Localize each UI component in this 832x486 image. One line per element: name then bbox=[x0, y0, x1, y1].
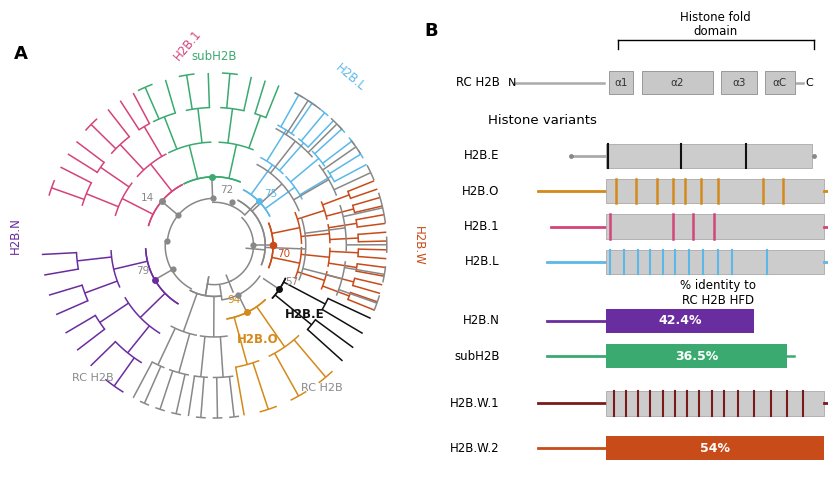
Text: 75: 75 bbox=[265, 189, 278, 199]
Text: H2B.L: H2B.L bbox=[465, 256, 500, 268]
Text: H2B.W.2: H2B.W.2 bbox=[450, 442, 500, 454]
Text: H2B.N: H2B.N bbox=[9, 217, 22, 254]
FancyBboxPatch shape bbox=[721, 71, 757, 94]
Text: αC: αC bbox=[773, 78, 787, 88]
Text: 70: 70 bbox=[277, 249, 290, 259]
FancyBboxPatch shape bbox=[608, 71, 633, 94]
Text: RC H2B: RC H2B bbox=[72, 373, 113, 383]
Text: 42.4%: 42.4% bbox=[658, 314, 702, 328]
Text: 57: 57 bbox=[285, 278, 299, 287]
Text: H2B.E: H2B.E bbox=[464, 149, 500, 162]
Text: C: C bbox=[805, 78, 813, 88]
FancyBboxPatch shape bbox=[765, 71, 795, 94]
Text: B: B bbox=[424, 21, 438, 39]
FancyBboxPatch shape bbox=[606, 391, 824, 416]
FancyBboxPatch shape bbox=[606, 250, 824, 274]
Text: α3: α3 bbox=[732, 78, 745, 88]
FancyBboxPatch shape bbox=[606, 179, 824, 204]
Text: 14: 14 bbox=[141, 193, 154, 203]
Text: Histone fold
domain: Histone fold domain bbox=[681, 11, 751, 38]
Text: H2B.E: H2B.E bbox=[285, 308, 324, 321]
Text: H2B.W: H2B.W bbox=[413, 226, 425, 265]
Text: H2B.N: H2B.N bbox=[463, 314, 500, 328]
FancyBboxPatch shape bbox=[606, 436, 824, 460]
Text: 36.5%: 36.5% bbox=[675, 350, 718, 363]
Text: RC H2B: RC H2B bbox=[301, 382, 343, 393]
Text: subH2B: subH2B bbox=[191, 50, 237, 63]
Text: 94: 94 bbox=[228, 295, 241, 305]
Text: H2B.L: H2B.L bbox=[333, 62, 368, 94]
Text: % identity to
RC H2B HFD: % identity to RC H2B HFD bbox=[680, 278, 755, 307]
Text: A: A bbox=[14, 45, 28, 63]
Text: subH2B: subH2B bbox=[454, 350, 500, 363]
Text: RC H2B: RC H2B bbox=[456, 76, 500, 89]
FancyBboxPatch shape bbox=[641, 71, 713, 94]
Text: H2B.W.1: H2B.W.1 bbox=[450, 397, 500, 410]
Text: H2B.1: H2B.1 bbox=[464, 220, 500, 233]
Text: H2B.O: H2B.O bbox=[236, 333, 278, 347]
Text: 54%: 54% bbox=[700, 442, 730, 454]
Text: N: N bbox=[508, 78, 516, 88]
Text: H2B.1: H2B.1 bbox=[171, 27, 205, 63]
Text: 72: 72 bbox=[220, 185, 233, 195]
Text: α1: α1 bbox=[614, 78, 627, 88]
Text: α2: α2 bbox=[671, 78, 684, 88]
Text: 79: 79 bbox=[136, 266, 149, 276]
Text: Histone variants: Histone variants bbox=[488, 114, 597, 127]
FancyBboxPatch shape bbox=[606, 214, 824, 239]
FancyBboxPatch shape bbox=[606, 309, 755, 333]
Text: H2B.O: H2B.O bbox=[463, 185, 500, 198]
FancyBboxPatch shape bbox=[606, 344, 787, 368]
FancyBboxPatch shape bbox=[606, 143, 811, 168]
